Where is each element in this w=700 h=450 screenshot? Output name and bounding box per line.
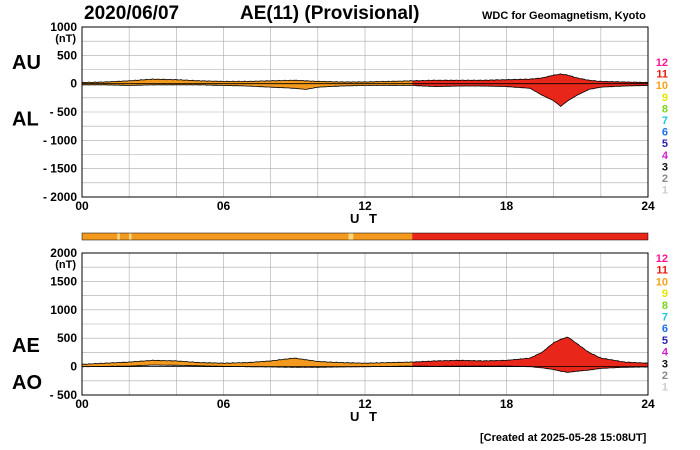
panel2-y-tick-label: 0 — [70, 360, 77, 374]
panel2-plot-frame — [81, 252, 649, 396]
panel1-unit-label: (nT) — [55, 33, 76, 45]
panel2-y-tick-label: 2000 — [50, 246, 77, 260]
panel2-series-area-red-upper-edge — [412, 336, 649, 364]
panel1-x-tick-label: 06 — [217, 199, 231, 213]
panel2-x-tick-label: 24 — [641, 397, 655, 411]
activity-bar-segment — [117, 233, 120, 240]
panel2-x-axis-label: U T — [350, 409, 380, 424]
panel2-x-tick-label: 12 — [358, 397, 372, 411]
panel1-level-legend-11: 11 — [656, 69, 668, 81]
panel1-level-legend-4: 4 — [662, 150, 669, 162]
panel2-y-tick-label: 1500 — [50, 274, 77, 288]
panel1-series-area-orange-lower-edge — [81, 84, 413, 90]
panel1-level-legend-10: 10 — [656, 80, 668, 92]
panel2-y-tick-label: - 500 — [50, 388, 78, 402]
panel2-x-tick-label: 00 — [75, 397, 89, 411]
panel1-x-axis-label: U T — [350, 211, 380, 226]
panel2-level-legend-3: 3 — [662, 358, 668, 370]
panel1-x-tick-label: 24 — [641, 199, 655, 213]
panel2-y-tick-label: 500 — [57, 331, 77, 345]
panel1-y-tick-label: - 500 — [50, 105, 78, 119]
panel2-level-legend-5: 5 — [662, 335, 668, 347]
panel1-series-area-orange — [82, 78, 413, 90]
panel2-level-legend-12: 12 — [656, 253, 668, 265]
activity-bar-frame — [81, 232, 649, 241]
panel1-series-label-au: AU — [12, 52, 41, 74]
activity-bar-segment — [353, 233, 413, 240]
panel2-series-area-red — [412, 337, 648, 373]
panel1-level-legend-7: 7 — [662, 115, 668, 127]
activity-bar-segment — [119, 233, 130, 240]
organization-label: WDC for Geomagnetism, Kyoto — [482, 10, 646, 22]
panel1-level-legend-1: 1 — [662, 185, 668, 197]
activity-bar-segment — [131, 233, 349, 240]
activity-bar-segment — [129, 233, 132, 240]
panel2-x-tick-label: 06 — [217, 397, 231, 411]
created-timestamp: [Created at 2025-05-28 15:08UT] — [480, 432, 647, 444]
panel2-level-legend-2: 2 — [662, 370, 668, 382]
panel2-series-area-orange-upper-edge — [81, 357, 413, 365]
activity-bar-segment — [412, 233, 648, 240]
panel2-series-label-ae: AE — [12, 335, 40, 357]
panel2-unit-label: (nT) — [55, 259, 76, 271]
panel1-series-area-red-upper-edge — [412, 73, 649, 84]
panel1-series-area-red — [412, 73, 648, 107]
panel1-y-tick-label: 1000 — [50, 20, 77, 34]
panel1-y-tick-label: 0 — [70, 77, 77, 91]
chart-title: AE(11) (Provisional) — [240, 3, 420, 24]
panel2-x-tick-label: 18 — [500, 397, 514, 411]
panel1-level-legend-9: 9 — [662, 92, 668, 104]
panel2-level-legend-7: 7 — [662, 312, 668, 324]
panel1-series-area-orange-upper-edge — [81, 78, 413, 84]
panel1-level-legend-8: 8 — [662, 103, 668, 115]
panel1-level-legend-12: 12 — [656, 57, 668, 69]
panel2-level-legend-8: 8 — [662, 300, 668, 312]
panel2-level-legend-6: 6 — [662, 323, 668, 335]
panel1-level-legend-2: 2 — [662, 173, 668, 185]
panel2-level-legend-10: 10 — [656, 276, 668, 288]
panel1-level-legend-3: 3 — [662, 161, 668, 173]
date-label: 2020/06/07 — [84, 3, 180, 24]
activity-bar-segment — [82, 233, 118, 240]
panel1-x-tick-label: 18 — [500, 199, 514, 213]
panel1-y-tick-label: 500 — [57, 48, 77, 62]
panel1-level-legend-5: 5 — [662, 138, 668, 150]
panel1-x-tick-label: 12 — [358, 199, 372, 213]
panel2-level-legend-4: 4 — [662, 347, 669, 359]
panel1-y-tick-label: - 1000 — [43, 133, 77, 147]
panel1-plot-frame — [81, 26, 649, 198]
panel1-series-area-red-lower-edge — [412, 85, 648, 108]
panel2-series-label-ao: AO — [12, 372, 42, 394]
panel1-series-label-al: AL — [12, 109, 39, 131]
activity-bar-segment — [348, 233, 354, 240]
panel1-level-legend-6: 6 — [662, 127, 668, 139]
panel2-level-legend-11: 11 — [656, 265, 668, 277]
panel2-level-legend-1: 1 — [662, 382, 668, 394]
panel2-y-tick-label: 1000 — [50, 303, 77, 317]
panel1-y-tick-label: - 1500 — [43, 162, 77, 176]
panel1-y-tick-label: - 2000 — [43, 190, 77, 204]
panel1-x-tick-label: 00 — [75, 199, 89, 213]
panel2-level-legend-9: 9 — [662, 288, 668, 300]
